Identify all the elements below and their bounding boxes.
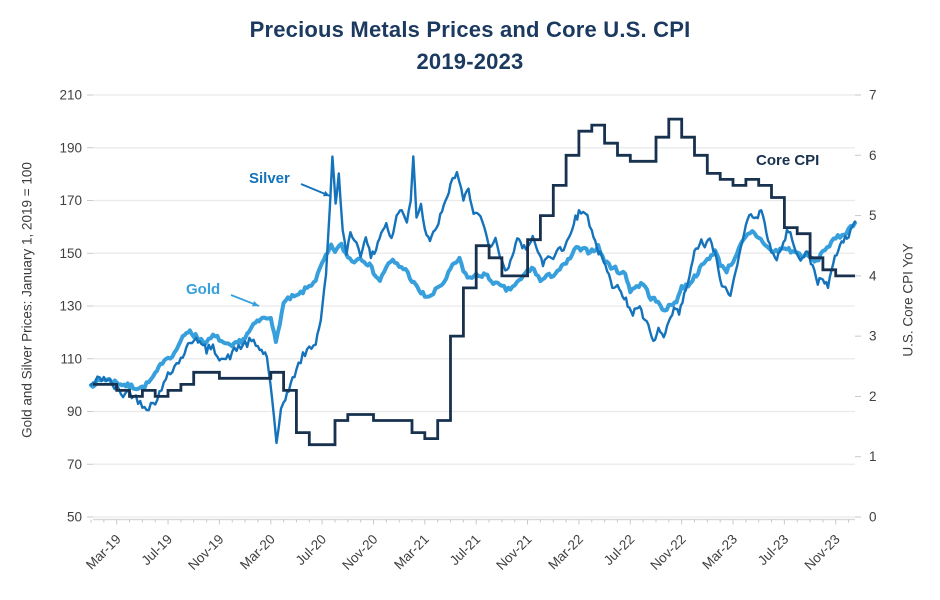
svg-text:Mar-19: Mar-19	[83, 532, 124, 573]
svg-text:Nov-21: Nov-21	[493, 532, 534, 573]
svg-text:210: 210	[59, 88, 82, 103]
svg-text:170: 170	[59, 193, 82, 208]
series-label-core-cpi: Core CPI	[756, 152, 820, 169]
svg-text:0: 0	[869, 510, 877, 525]
svg-text:Jul-20: Jul-20	[293, 532, 330, 569]
series-label-silver: Silver	[249, 170, 290, 187]
svg-text:110: 110	[60, 351, 82, 366]
svg-text:1: 1	[869, 449, 877, 464]
svg-text:6: 6	[869, 148, 877, 163]
svg-text:3: 3	[869, 329, 877, 344]
svg-text:Mar-22: Mar-22	[545, 532, 586, 573]
series-label-gold: Gold	[186, 281, 221, 298]
svg-text:Jul-23: Jul-23	[755, 532, 792, 569]
svg-text:70: 70	[67, 457, 82, 472]
svg-text:5: 5	[869, 208, 877, 223]
svg-text:4: 4	[869, 268, 877, 283]
svg-text:90: 90	[67, 404, 82, 419]
svg-text:Jul-21: Jul-21	[447, 532, 484, 569]
svg-text:Mar-21: Mar-21	[391, 532, 432, 573]
svg-text:130: 130	[59, 299, 82, 314]
svg-text:Nov-22: Nov-22	[647, 532, 688, 573]
svg-text:Jul-19: Jul-19	[139, 532, 176, 569]
svg-text:Mar-23: Mar-23	[699, 532, 740, 573]
svg-text:Jul-22: Jul-22	[601, 532, 638, 569]
svg-text:Nov-23: Nov-23	[801, 532, 842, 573]
svg-text:Nov-19: Nov-19	[185, 532, 226, 573]
svg-text:190: 190	[59, 140, 82, 155]
chart-subtitle: 2019-2023	[416, 49, 524, 74]
svg-text:150: 150	[59, 246, 82, 261]
svg-text:50: 50	[67, 510, 82, 525]
svg-text:Nov-20: Nov-20	[339, 532, 380, 573]
svg-text:Mar-20: Mar-20	[237, 532, 278, 573]
chart-title: Precious Metals Prices and Core U.S. CPI	[249, 17, 691, 42]
svg-text:2: 2	[869, 389, 877, 404]
svg-text:7: 7	[869, 88, 877, 103]
